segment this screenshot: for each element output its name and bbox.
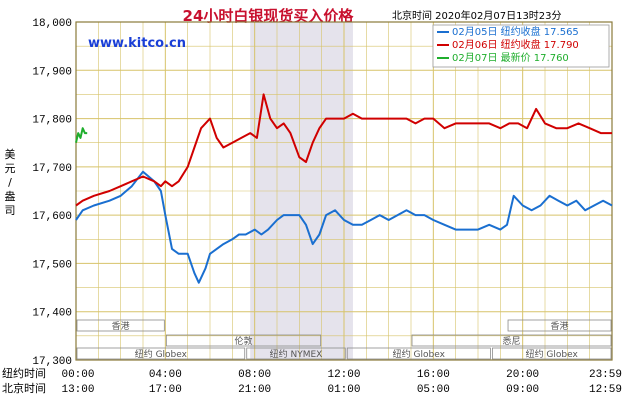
- x-tick-ny: 00:00: [61, 369, 94, 381]
- x-row-label-bj: 北京时间: [2, 381, 46, 396]
- y-axis-label-char: 元: [5, 162, 16, 175]
- market-session-row2-0: [165, 334, 322, 347]
- x-tick-ny: 04:00: [149, 369, 182, 381]
- y-tick-label: 17,800: [32, 115, 72, 127]
- x-tick-bj: 12:59: [589, 384, 622, 396]
- market-session-row1-0: [76, 319, 165, 332]
- y-tick-label: 17,400: [32, 308, 72, 320]
- market-session-row2-1: [411, 334, 612, 347]
- plot-frame: [75, 21, 613, 361]
- market-session-row3-2: [346, 347, 491, 360]
- chart-header-datetime: 北京时间 2020年02月07日13时23分: [392, 9, 562, 22]
- market-session-label: 纽约 Globex: [526, 348, 579, 360]
- x-tick-bj: 21:00: [238, 384, 271, 396]
- legend-entry: 02月05日 纽约收盘 17.565: [452, 25, 579, 38]
- market-session-label: 悉尼: [502, 335, 520, 347]
- market-session-label: 纽约 Globex: [393, 348, 446, 360]
- legend-entry: 02月06日 纽约收盘 17.790: [452, 38, 579, 51]
- chart-title: 24小时白银现货买入价格: [183, 7, 355, 25]
- series-line-2: [75, 93, 612, 207]
- y-axis-label-char: 美: [5, 148, 16, 161]
- x-tick-ny: 20:00: [506, 369, 539, 381]
- watermark-text: www.kitco.cn: [88, 36, 186, 51]
- legend-box: [432, 24, 610, 68]
- market-session-row1-1: [507, 319, 612, 332]
- series-line-3: [75, 127, 88, 143]
- y-axis-label-char: 司: [5, 204, 16, 217]
- market-session-row3-3: [491, 347, 612, 360]
- x-tick-bj: 13:00: [61, 384, 94, 396]
- x-tick-ny: 12:00: [327, 369, 360, 381]
- market-session-label: 香港: [112, 320, 130, 332]
- x-row-label-ny: 纽约时间: [2, 366, 46, 381]
- market-session-row3-1: [246, 347, 346, 360]
- y-tick-label: 18,000: [32, 18, 72, 30]
- y-tick-label: 17,500: [32, 259, 72, 271]
- y-axis-label-char: 盎: [5, 189, 16, 203]
- market-session-label: 纽约 Globex: [135, 348, 188, 360]
- market-session-label: 香港: [551, 320, 569, 332]
- y-axis-label-char: /: [8, 176, 12, 189]
- y-axis-label: 美元/盎司: [5, 148, 16, 217]
- x-tick-bj: 05:00: [417, 384, 450, 396]
- x-tick-bj: 09:00: [506, 384, 539, 396]
- market-session-label: 纽约 NYMEX: [270, 348, 323, 360]
- y-tick-label: 17,900: [32, 66, 72, 78]
- market-session-row3-0: [76, 347, 246, 360]
- x-tick-bj: 17:00: [149, 384, 182, 396]
- market-session-label: 伦敦: [234, 335, 252, 347]
- y-tick-label: 17,600: [32, 211, 72, 223]
- y-tick-label: 17,700: [32, 163, 72, 175]
- x-tick-bj: 01:00: [327, 384, 360, 396]
- series-line-1: [75, 170, 613, 284]
- x-tick-ny: 23:59: [589, 369, 622, 381]
- legend-entry: 02月07日 最新价 17.760: [452, 51, 569, 64]
- x-tick-ny: 08:00: [238, 369, 271, 381]
- x-tick-ny: 16:00: [417, 369, 450, 381]
- y-tick-label: 17,300: [32, 356, 72, 368]
